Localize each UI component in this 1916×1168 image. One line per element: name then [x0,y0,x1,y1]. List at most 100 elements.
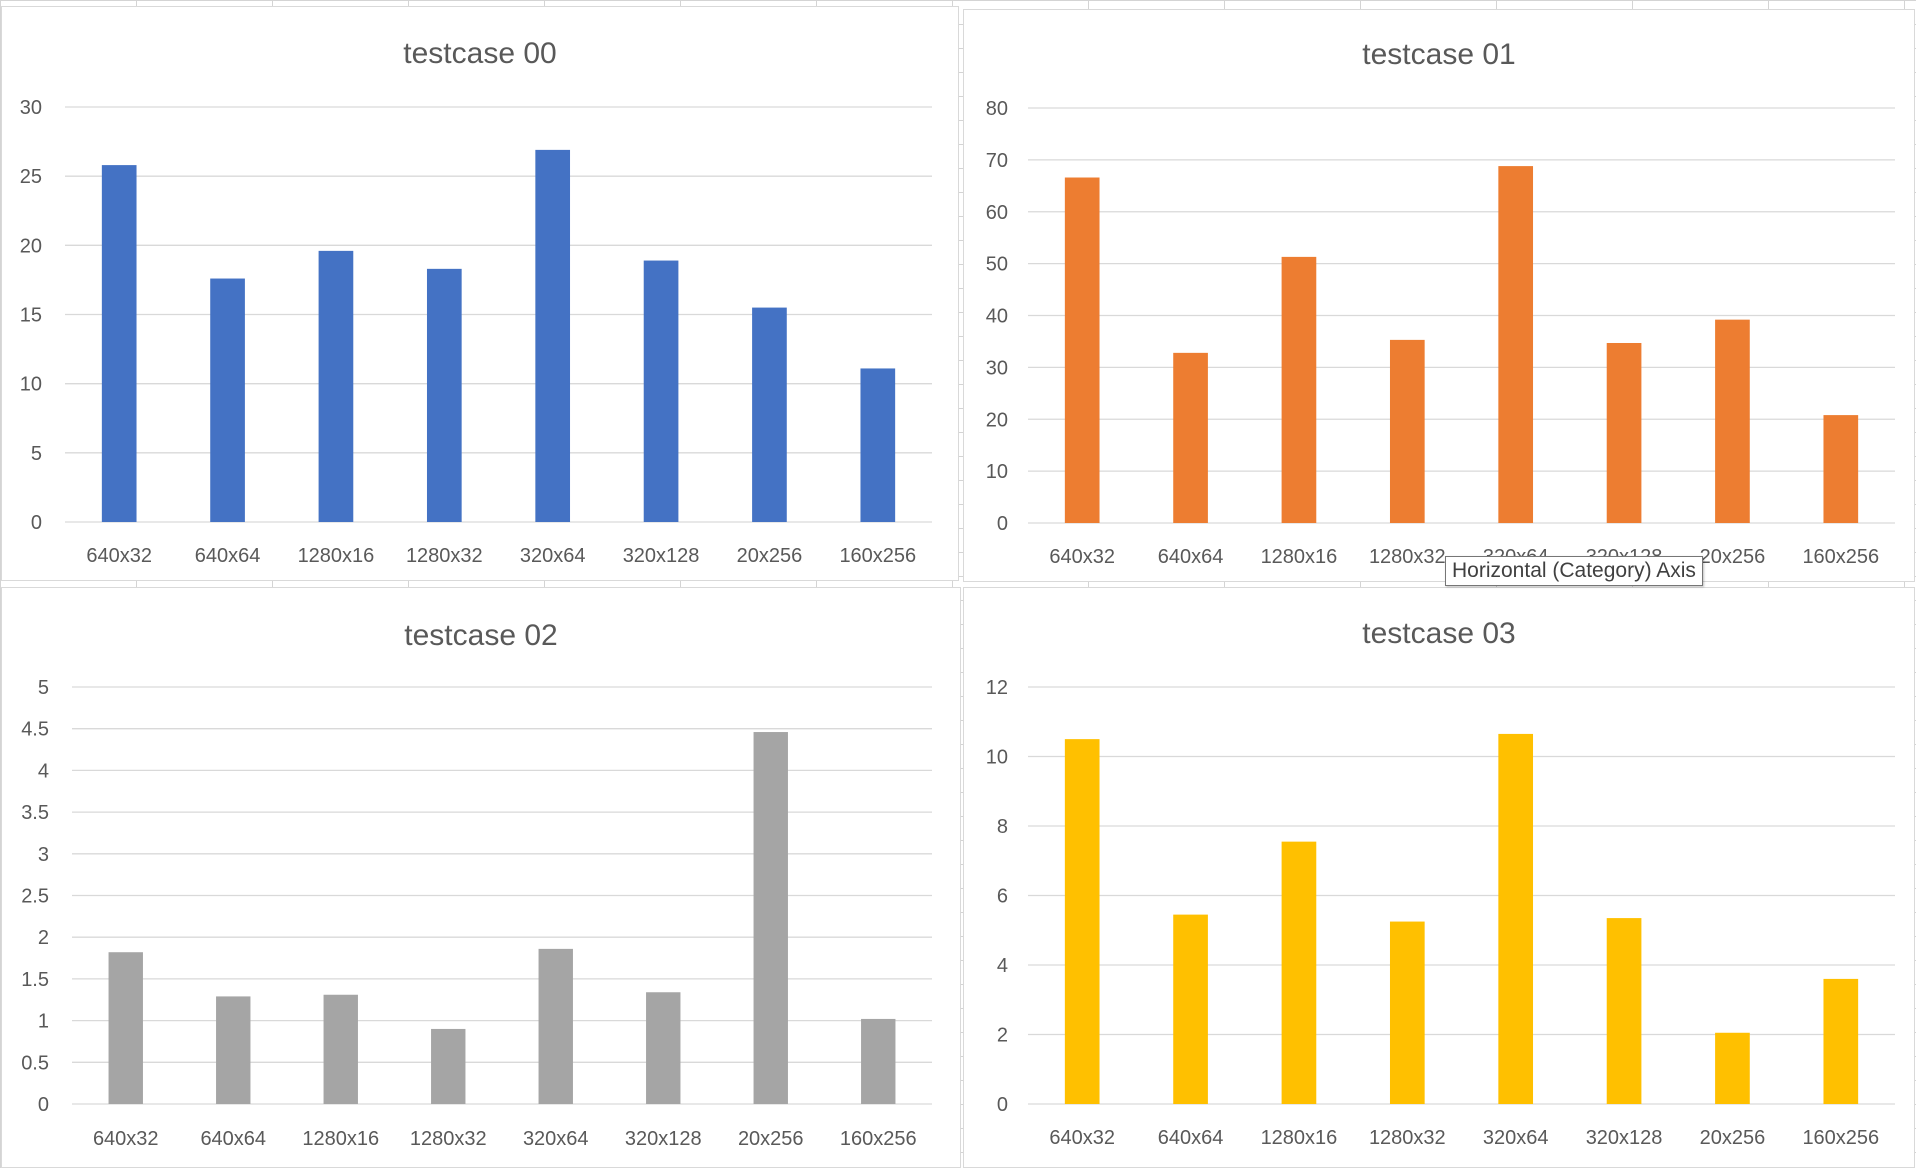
x-tick-label: 1280x16 [1261,546,1338,568]
chart-title: testcase 00 [403,37,557,70]
x-tick-label: 640x32 [86,545,152,567]
x-tick-label: 320x128 [1586,1127,1663,1149]
x-tick-label: 160x256 [1802,546,1879,568]
bar [1498,733,1534,1104]
bar [1064,177,1100,523]
bar [860,368,896,522]
bar [1281,841,1317,1104]
bar [323,994,358,1104]
y-tick-label: 4 [997,955,1008,977]
x-tick-label: 20x256 [738,1128,804,1150]
bar [1606,918,1642,1104]
y-tick-label: 50 [986,254,1008,276]
bar [431,1028,466,1104]
y-tick-label: 10 [986,461,1008,483]
x-tick-label: 1280x32 [1369,1127,1446,1149]
x-tick-label: 1280x32 [410,1128,487,1150]
y-tick-label: 2 [38,927,49,949]
bar [1823,978,1859,1104]
x-tick-label: 1280x32 [406,545,483,567]
y-tick-label: 4 [38,760,49,782]
bar [216,996,251,1104]
bar [318,250,354,522]
bar [646,992,681,1104]
y-tick-label: 2 [997,1025,1008,1047]
y-tick-label: 10 [986,747,1008,769]
x-tick-label: 320x64 [523,1128,589,1150]
x-tick-label: 640x32 [1049,1127,1115,1149]
y-tick-label: 2.5 [21,886,49,908]
chart-testcase-00[interactable]: 0 5 10 15 20 25 30 640x32 640x64 1280x16 1280x32 32… [1,6,959,581]
y-tick-label: 20 [986,409,1008,431]
x-tick-label: 320x64 [520,545,586,567]
y-tick-label: 70 [986,150,1008,172]
bar [1173,352,1208,523]
y-tick-label: 0 [997,513,1008,535]
x-tick-label: 320x64 [1483,1127,1549,1149]
x-tick-label: 640x64 [1158,1127,1224,1149]
bar [1389,921,1425,1104]
x-tick-label: 640x64 [195,545,261,567]
y-tick-label: 1 [38,1011,49,1033]
y-tick-label: 10 [20,374,42,396]
y-tick-label: 0 [31,512,42,534]
chart-title: testcase 01 [1362,38,1516,71]
bar [1389,339,1425,523]
chart-title: testcase 03 [1362,617,1516,650]
y-tick-label: 20 [20,235,42,257]
y-tick-label: 25 [20,166,42,188]
chart-testcase-01[interactable]: 0 10 20 30 40 50 60 70 80 640x32 640x64 1280x16 1280… [963,9,1915,582]
bar [535,149,571,522]
y-tick-label: 5 [38,677,49,699]
y-tick-label: 0.5 [21,1052,49,1074]
x-tick-label: 640x32 [1049,546,1115,568]
bar [210,278,245,522]
x-tick-label: 640x64 [1158,546,1224,568]
plot-area: 0 2 4 6 8 10 12 640x32 640x64 1280x16 1280x32 320x6… [986,677,1895,1149]
x-tick-label: 20x256 [1700,1127,1766,1149]
y-tick-label: 8 [997,816,1008,838]
bar [1498,166,1534,523]
plot-area: 0 10 20 30 40 50 60 70 80 640x32 640x64 1280x16 1280… [986,98,1895,568]
bar [1715,319,1750,523]
y-tick-label: 3.5 [21,802,49,824]
x-tick-label: 320x128 [623,545,700,567]
chart-testcase-03[interactable]: 0 2 4 6 8 10 12 640x32 640x64 1280x16 1280x32 320x6… [963,587,1915,1168]
x-tick-label: 640x32 [93,1128,159,1150]
bar [1281,256,1317,523]
y-tick-label: 40 [986,306,1008,328]
y-tick-label: 60 [986,202,1008,224]
x-tick-label: 1280x16 [1261,1127,1338,1149]
chart-testcase-02[interactable]: 0 0.5 1 1.5 2 2.5 3 3.5 4 4.5 5 640x32 640x64 1280x16… [1,587,961,1168]
bar [538,948,573,1104]
y-tick-label: 0 [997,1094,1008,1116]
y-tick-label: 30 [20,97,42,119]
plot-area: 0 0.5 1 1.5 2 2.5 3 3.5 4 4.5 5 640x32 640x64 1280x16… [21,677,932,1150]
x-tick-label: 640x64 [200,1128,266,1150]
bar [1173,914,1208,1104]
bar [108,952,143,1104]
x-tick-label: 1280x16 [298,545,375,567]
x-tick-label: 160x256 [1802,1127,1879,1149]
x-tick-label: 160x256 [839,545,916,567]
bar [1064,739,1100,1104]
y-tick-label: 1.5 [21,969,49,991]
bar [101,165,137,522]
x-tick-label: 320x128 [625,1128,702,1150]
y-tick-label: 0 [38,1094,49,1116]
bar [1606,342,1642,523]
bar [861,1018,896,1104]
bar [752,307,787,522]
y-tick-label: 5 [31,443,42,465]
x-tick-label: 20x256 [737,545,803,567]
bar [1823,415,1859,523]
x-tick-label: 160x256 [840,1128,917,1150]
y-tick-label: 12 [986,677,1008,699]
bar [643,260,679,522]
x-tick-label: 1280x32 [1369,546,1446,568]
axis-tooltip: Horizontal (Category) Axis [1445,556,1703,586]
y-tick-label: 3 [38,844,49,866]
y-tick-label: 4.5 [21,719,49,741]
bar [753,732,788,1104]
plot-area: 0 5 10 15 20 25 30 640x32 640x64 1280x16 1280x32 32… [20,97,932,567]
